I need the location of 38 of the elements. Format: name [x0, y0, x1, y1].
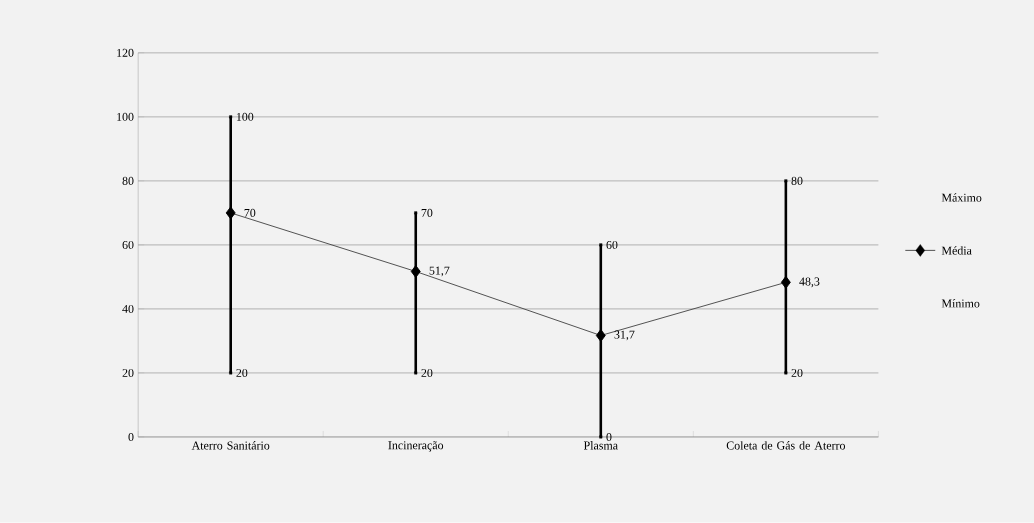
x-tick-label: Coleta de Gás de Aterro [726, 441, 846, 450]
point [414, 211, 418, 215]
data-label: 0 [606, 433, 612, 442]
point [599, 243, 603, 247]
point [229, 115, 233, 119]
data-label: 60 [606, 241, 618, 250]
x-tick-label: Plasma [583, 441, 618, 450]
y-tick-label: 100 [117, 112, 134, 122]
data-label: 31,7 [614, 330, 635, 341]
y-tick-label: 40 [122, 305, 134, 314]
data-label: 100 [236, 112, 254, 122]
data-label: 51,7 [429, 266, 450, 277]
x-tick-label: Aterro Sanitário [191, 441, 270, 450]
text: Máximo [941, 193, 982, 202]
point [780, 276, 791, 289]
point [410, 265, 421, 279]
point [414, 371, 418, 375]
text: Mínimo [941, 299, 980, 308]
data-label: 20 [421, 369, 433, 378]
y-tick-label: 0 [128, 433, 134, 442]
y-tick-label: 80 [122, 176, 134, 186]
y-tick-label: 120 [117, 48, 134, 58]
y-tick-label: 20 [122, 369, 134, 378]
data-label: 48,3 [799, 277, 820, 288]
x-tick-label: Incineração [388, 441, 444, 452]
point [229, 371, 233, 375]
data-label: 20 [791, 369, 803, 378]
y-tick-label: 60 [122, 241, 134, 250]
legend-label: Média [941, 246, 972, 255]
data-label: 20 [236, 369, 248, 378]
point [599, 435, 603, 439]
data-label: 70 [244, 209, 256, 218]
data-label: 70 [421, 209, 433, 218]
point [784, 371, 788, 375]
point [225, 206, 236, 220]
data-label: 80 [791, 176, 803, 186]
point [784, 179, 788, 183]
point [595, 329, 606, 343]
